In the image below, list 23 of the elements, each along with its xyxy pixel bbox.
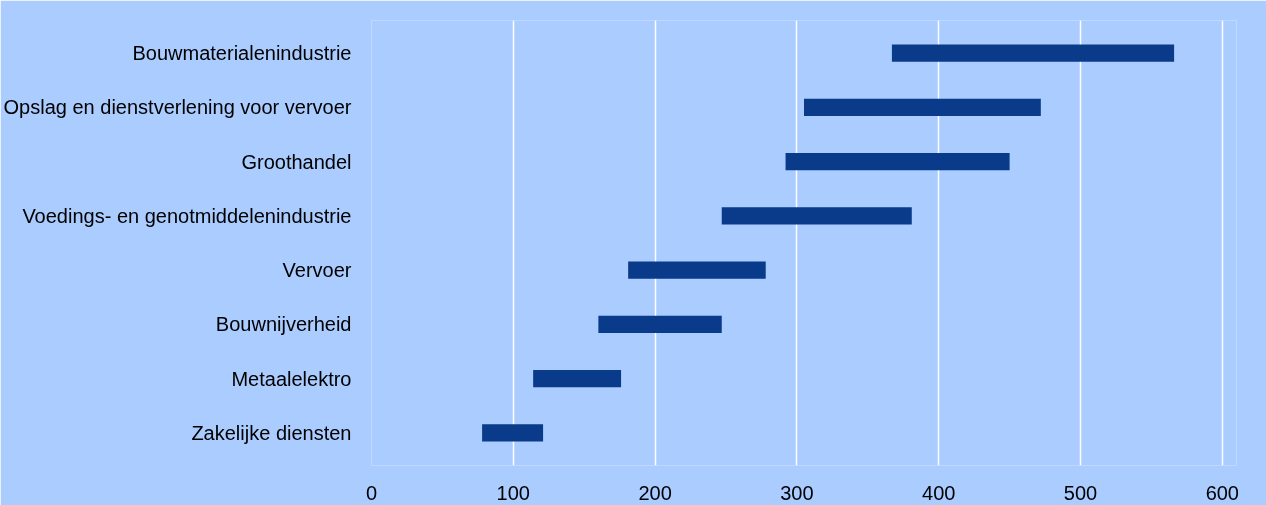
x-tick-label: 300 <box>780 481 814 504</box>
bar <box>628 261 766 279</box>
y-tick-label: Groothandel <box>241 150 352 173</box>
y-tick-label: Metaalelektro <box>231 367 352 390</box>
x-tick-label: 500 <box>1063 481 1098 504</box>
x-tick-label: 100 <box>496 481 530 504</box>
y-tick-label: Voedings- en genotmiddelenindustrie <box>22 204 352 227</box>
bar <box>785 152 1010 171</box>
bar <box>721 207 912 225</box>
y-tick-label: Bouwmaterialenindustrie <box>132 42 352 65</box>
y-tick-label: Zakelijke diensten <box>191 421 352 444</box>
x-tick-label: 0 <box>365 481 378 504</box>
y-tick-label: Vervoer <box>282 259 352 282</box>
x-tick-label: 400 <box>922 481 956 504</box>
bar <box>804 98 1041 117</box>
bar <box>891 44 1175 62</box>
y-tick-label: Bouwnijverheid <box>215 313 352 336</box>
y-tick-label: Opslag en dienstverlening voor vervoer <box>3 96 352 119</box>
x-tick-label: 600 <box>1205 481 1240 504</box>
bar <box>598 315 722 334</box>
bar <box>482 424 544 442</box>
x-tick-label: 200 <box>638 481 672 504</box>
bar <box>533 369 622 388</box>
